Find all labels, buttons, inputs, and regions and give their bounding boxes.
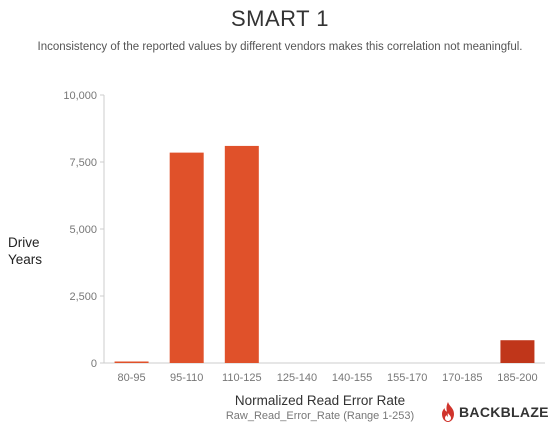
bar-110-125 bbox=[224, 145, 259, 363]
x-tick-label: 95-110 bbox=[170, 372, 203, 384]
bar-185-200 bbox=[500, 340, 535, 363]
flame-icon bbox=[442, 402, 454, 422]
bars bbox=[114, 145, 535, 363]
x-tick-label: 125-140 bbox=[277, 372, 317, 384]
y-axis-label-line-2: Years bbox=[8, 252, 43, 267]
y-tick-label: 5,000 bbox=[69, 224, 97, 236]
backblaze-logo: BACKBLAZE bbox=[440, 402, 549, 422]
y-axis-ticks: 0 2,500 5,000 7,500 10,000 bbox=[63, 90, 104, 370]
y-tick-label: 7,500 bbox=[69, 157, 97, 169]
y-axis-label-line-1: Drive bbox=[8, 235, 40, 250]
chart-title: SMART 1 bbox=[230, 6, 330, 31]
y-axis-label: Drive Years bbox=[8, 234, 52, 268]
y-tick-label: 2,500 bbox=[69, 291, 97, 303]
bar-95-110 bbox=[169, 152, 204, 363]
x-tick-label: 155-170 bbox=[387, 372, 427, 384]
x-tick-label: 80-95 bbox=[117, 372, 145, 384]
x-axis-ticks: 80-95 95-110 110-125 125-140 140-155 155-170 1… bbox=[117, 372, 537, 384]
x-tick-label: 170-185 bbox=[442, 372, 482, 384]
x-axis-label: Normalized Read Error Rate bbox=[234, 393, 406, 408]
bar-80-95 bbox=[114, 361, 149, 363]
brand-name: BACKBLAZE bbox=[459, 404, 549, 420]
x-axis-sublabel: Raw_Read_Error_Rate (Range 1-253) bbox=[225, 410, 415, 422]
x-tick-label: 140-155 bbox=[332, 372, 372, 384]
y-tick-label: 0 bbox=[91, 358, 97, 370]
x-tick-label: 185-200 bbox=[497, 372, 537, 384]
chart-subtitle: Inconsistency of the reported values by … bbox=[37, 41, 523, 53]
x-tick-label: 110-125 bbox=[222, 372, 262, 384]
y-tick-label: 10,000 bbox=[63, 90, 97, 102]
